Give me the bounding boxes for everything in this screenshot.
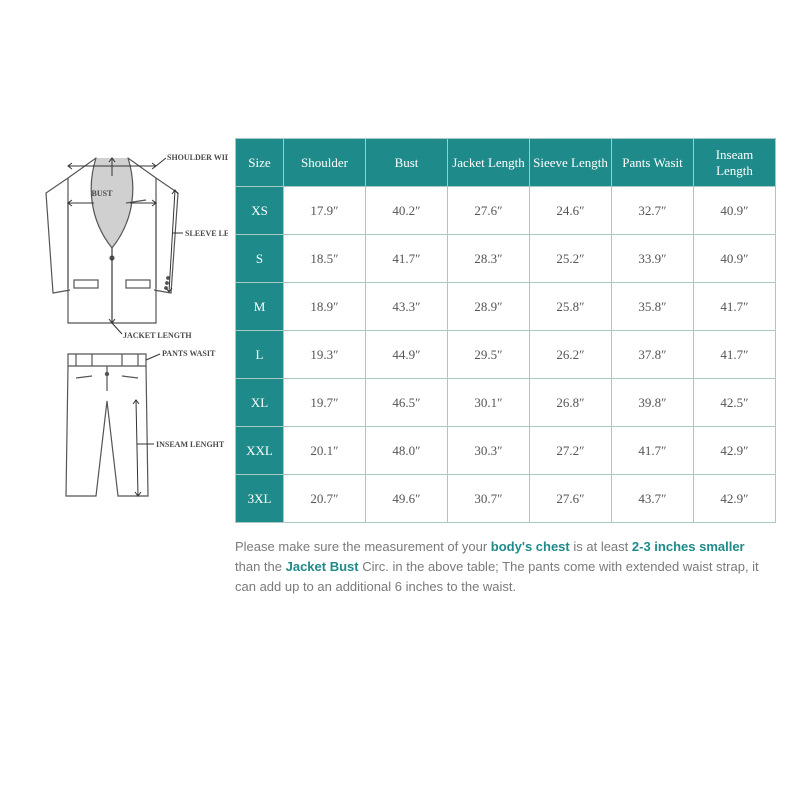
- note-text: is at least: [570, 539, 632, 554]
- value-cell: 29.5″: [448, 331, 530, 379]
- table-row: XL19.7″46.5″30.1″26.8″39.8″42.5″: [236, 379, 776, 427]
- table-row: M18.9″43.3″28.9″25.8″35.8″41.7″: [236, 283, 776, 331]
- label-inseam: INSEAM LENGHT: [156, 440, 225, 449]
- note-text: Please make sure the measurement of your: [235, 539, 491, 554]
- value-cell: 43.3″: [366, 283, 448, 331]
- value-cell: 40.2″: [366, 187, 448, 235]
- value-cell: 40.9″: [694, 187, 776, 235]
- right-column: Size Shoulder Bust Jacket Length Sieeve …: [235, 138, 800, 610]
- value-cell: 20.7″: [284, 475, 366, 523]
- value-cell: 48.0″: [366, 427, 448, 475]
- table-row: L19.3″44.9″29.5″26.2″37.8″41.7″: [236, 331, 776, 379]
- col-size: Size: [236, 139, 284, 187]
- value-cell: 20.1″: [284, 427, 366, 475]
- value-cell: 41.7″: [612, 427, 694, 475]
- value-cell: 41.7″: [366, 235, 448, 283]
- measurement-diagram: SHOULDER WIDTH BUST SLEEVE LENGTH: [0, 138, 235, 508]
- size-cell: S: [236, 235, 284, 283]
- size-cell: L: [236, 331, 284, 379]
- size-cell: XXL: [236, 427, 284, 475]
- value-cell: 28.9″: [448, 283, 530, 331]
- size-cell: XS: [236, 187, 284, 235]
- value-cell: 32.7″: [612, 187, 694, 235]
- value-cell: 28.3″: [448, 235, 530, 283]
- value-cell: 19.7″: [284, 379, 366, 427]
- table-row: XS17.9″40.2″27.6″24.6″32.7″40.9″: [236, 187, 776, 235]
- value-cell: 18.5″: [284, 235, 366, 283]
- size-chart-body: XS17.9″40.2″27.6″24.6″32.7″40.9″S18.5″41…: [236, 187, 776, 523]
- value-cell: 27.6″: [448, 187, 530, 235]
- label-shoulder: SHOULDER WIDTH: [167, 153, 228, 162]
- label-bust: BUST: [92, 189, 114, 198]
- value-cell: 49.6″: [366, 475, 448, 523]
- note-text: than the: [235, 559, 286, 574]
- value-cell: 33.9″: [612, 235, 694, 283]
- value-cell: 41.7″: [694, 331, 776, 379]
- value-cell: 17.9″: [284, 187, 366, 235]
- table-row: 3XL20.7″49.6″30.7″27.6″43.7″42.9″: [236, 475, 776, 523]
- value-cell: 40.9″: [694, 235, 776, 283]
- value-cell: 27.2″: [530, 427, 612, 475]
- col-sleeve: Sieeve Length: [530, 139, 612, 187]
- value-cell: 30.1″: [448, 379, 530, 427]
- value-cell: 27.6″: [530, 475, 612, 523]
- col-inseam: Inseam Length: [694, 139, 776, 187]
- value-cell: 25.8″: [530, 283, 612, 331]
- value-cell: 18.9″: [284, 283, 366, 331]
- table-header-row: Size Shoulder Bust Jacket Length Sieeve …: [236, 139, 776, 187]
- value-cell: 42.5″: [694, 379, 776, 427]
- value-cell: 26.2″: [530, 331, 612, 379]
- value-cell: 42.9″: [694, 427, 776, 475]
- diagram-svg: SHOULDER WIDTH BUST SLEEVE LENGTH: [18, 148, 228, 508]
- col-bust: Bust: [366, 139, 448, 187]
- value-cell: 43.7″: [612, 475, 694, 523]
- value-cell: 44.9″: [366, 331, 448, 379]
- value-cell: 46.5″: [366, 379, 448, 427]
- value-cell: 39.8″: [612, 379, 694, 427]
- note-inches: 2-3 inches smaller: [632, 539, 745, 554]
- value-cell: 41.7″: [694, 283, 776, 331]
- col-jacket: Jacket Length: [448, 139, 530, 187]
- note-jacket-bust: Jacket Bust: [286, 559, 359, 574]
- size-cell: 3XL: [236, 475, 284, 523]
- value-cell: 24.6″: [530, 187, 612, 235]
- table-row: S18.5″41.7″28.3″25.2″33.9″40.9″: [236, 235, 776, 283]
- label-sleeve: SLEEVE LENGTH: [185, 229, 228, 238]
- value-cell: 35.8″: [612, 283, 694, 331]
- value-cell: 30.7″: [448, 475, 530, 523]
- note-body-chest: body's chest: [491, 539, 570, 554]
- size-chart-panel: SHOULDER WIDTH BUST SLEEVE LENGTH: [0, 138, 800, 610]
- sizing-note: Please make sure the measurement of your…: [235, 537, 776, 597]
- col-shoulder: Shoulder: [284, 139, 366, 187]
- value-cell: 26.8″: [530, 379, 612, 427]
- size-cell: M: [236, 283, 284, 331]
- value-cell: 37.8″: [612, 331, 694, 379]
- label-pants-waist: PANTS WASIT: [162, 349, 216, 358]
- size-cell: XL: [236, 379, 284, 427]
- value-cell: 25.2″: [530, 235, 612, 283]
- label-jacket: JACKET LENGTH: [123, 331, 192, 340]
- value-cell: 30.3″: [448, 427, 530, 475]
- value-cell: 19.3″: [284, 331, 366, 379]
- table-row: XXL20.1″48.0″30.3″27.2″41.7″42.9″: [236, 427, 776, 475]
- value-cell: 42.9″: [694, 475, 776, 523]
- size-chart-table: Size Shoulder Bust Jacket Length Sieeve …: [235, 138, 776, 523]
- col-pants: Pants Wasit: [612, 139, 694, 187]
